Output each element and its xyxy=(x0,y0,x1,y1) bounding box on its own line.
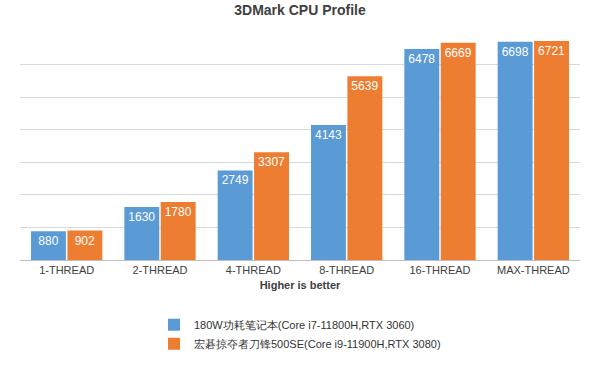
svg-text:Higher is better: Higher is better xyxy=(260,279,341,291)
svg-text:880: 880 xyxy=(38,234,58,248)
svg-text:180W功耗笔记本(Core i7-11800H,RTX 3: 180W功耗笔记本(Core i7-11800H,RTX 3060) xyxy=(194,319,414,331)
svg-text:2-THREAD: 2-THREAD xyxy=(132,264,187,276)
svg-text:16-THREAD: 16-THREAD xyxy=(409,264,470,276)
svg-text:4143: 4143 xyxy=(315,128,342,142)
svg-text:1780: 1780 xyxy=(165,205,192,219)
svg-text:2749: 2749 xyxy=(222,173,249,187)
svg-text:MAX-THREAD: MAX-THREAD xyxy=(497,264,570,276)
svg-text:5639: 5639 xyxy=(351,79,378,93)
svg-text:3307: 3307 xyxy=(258,155,285,169)
svg-text:4-THREAD: 4-THREAD xyxy=(226,264,281,276)
svg-text:1630: 1630 xyxy=(128,210,155,224)
svg-text:6721: 6721 xyxy=(538,44,565,58)
svg-text:902: 902 xyxy=(75,234,95,248)
svg-text:8-THREAD: 8-THREAD xyxy=(319,264,374,276)
svg-text:1-THREAD: 1-THREAD xyxy=(39,264,94,276)
svg-text:宏碁掠夺者刀锋500SE(Core i9-11900H,RT: 宏碁掠夺者刀锋500SE(Core i9-11900H,RTX 3080) xyxy=(194,338,441,350)
svg-text:6698: 6698 xyxy=(502,45,529,59)
svg-text:3DMark CPU Profile: 3DMark CPU Profile xyxy=(234,2,366,18)
svg-text:6478: 6478 xyxy=(408,52,435,66)
svg-text:6669: 6669 xyxy=(445,46,472,60)
